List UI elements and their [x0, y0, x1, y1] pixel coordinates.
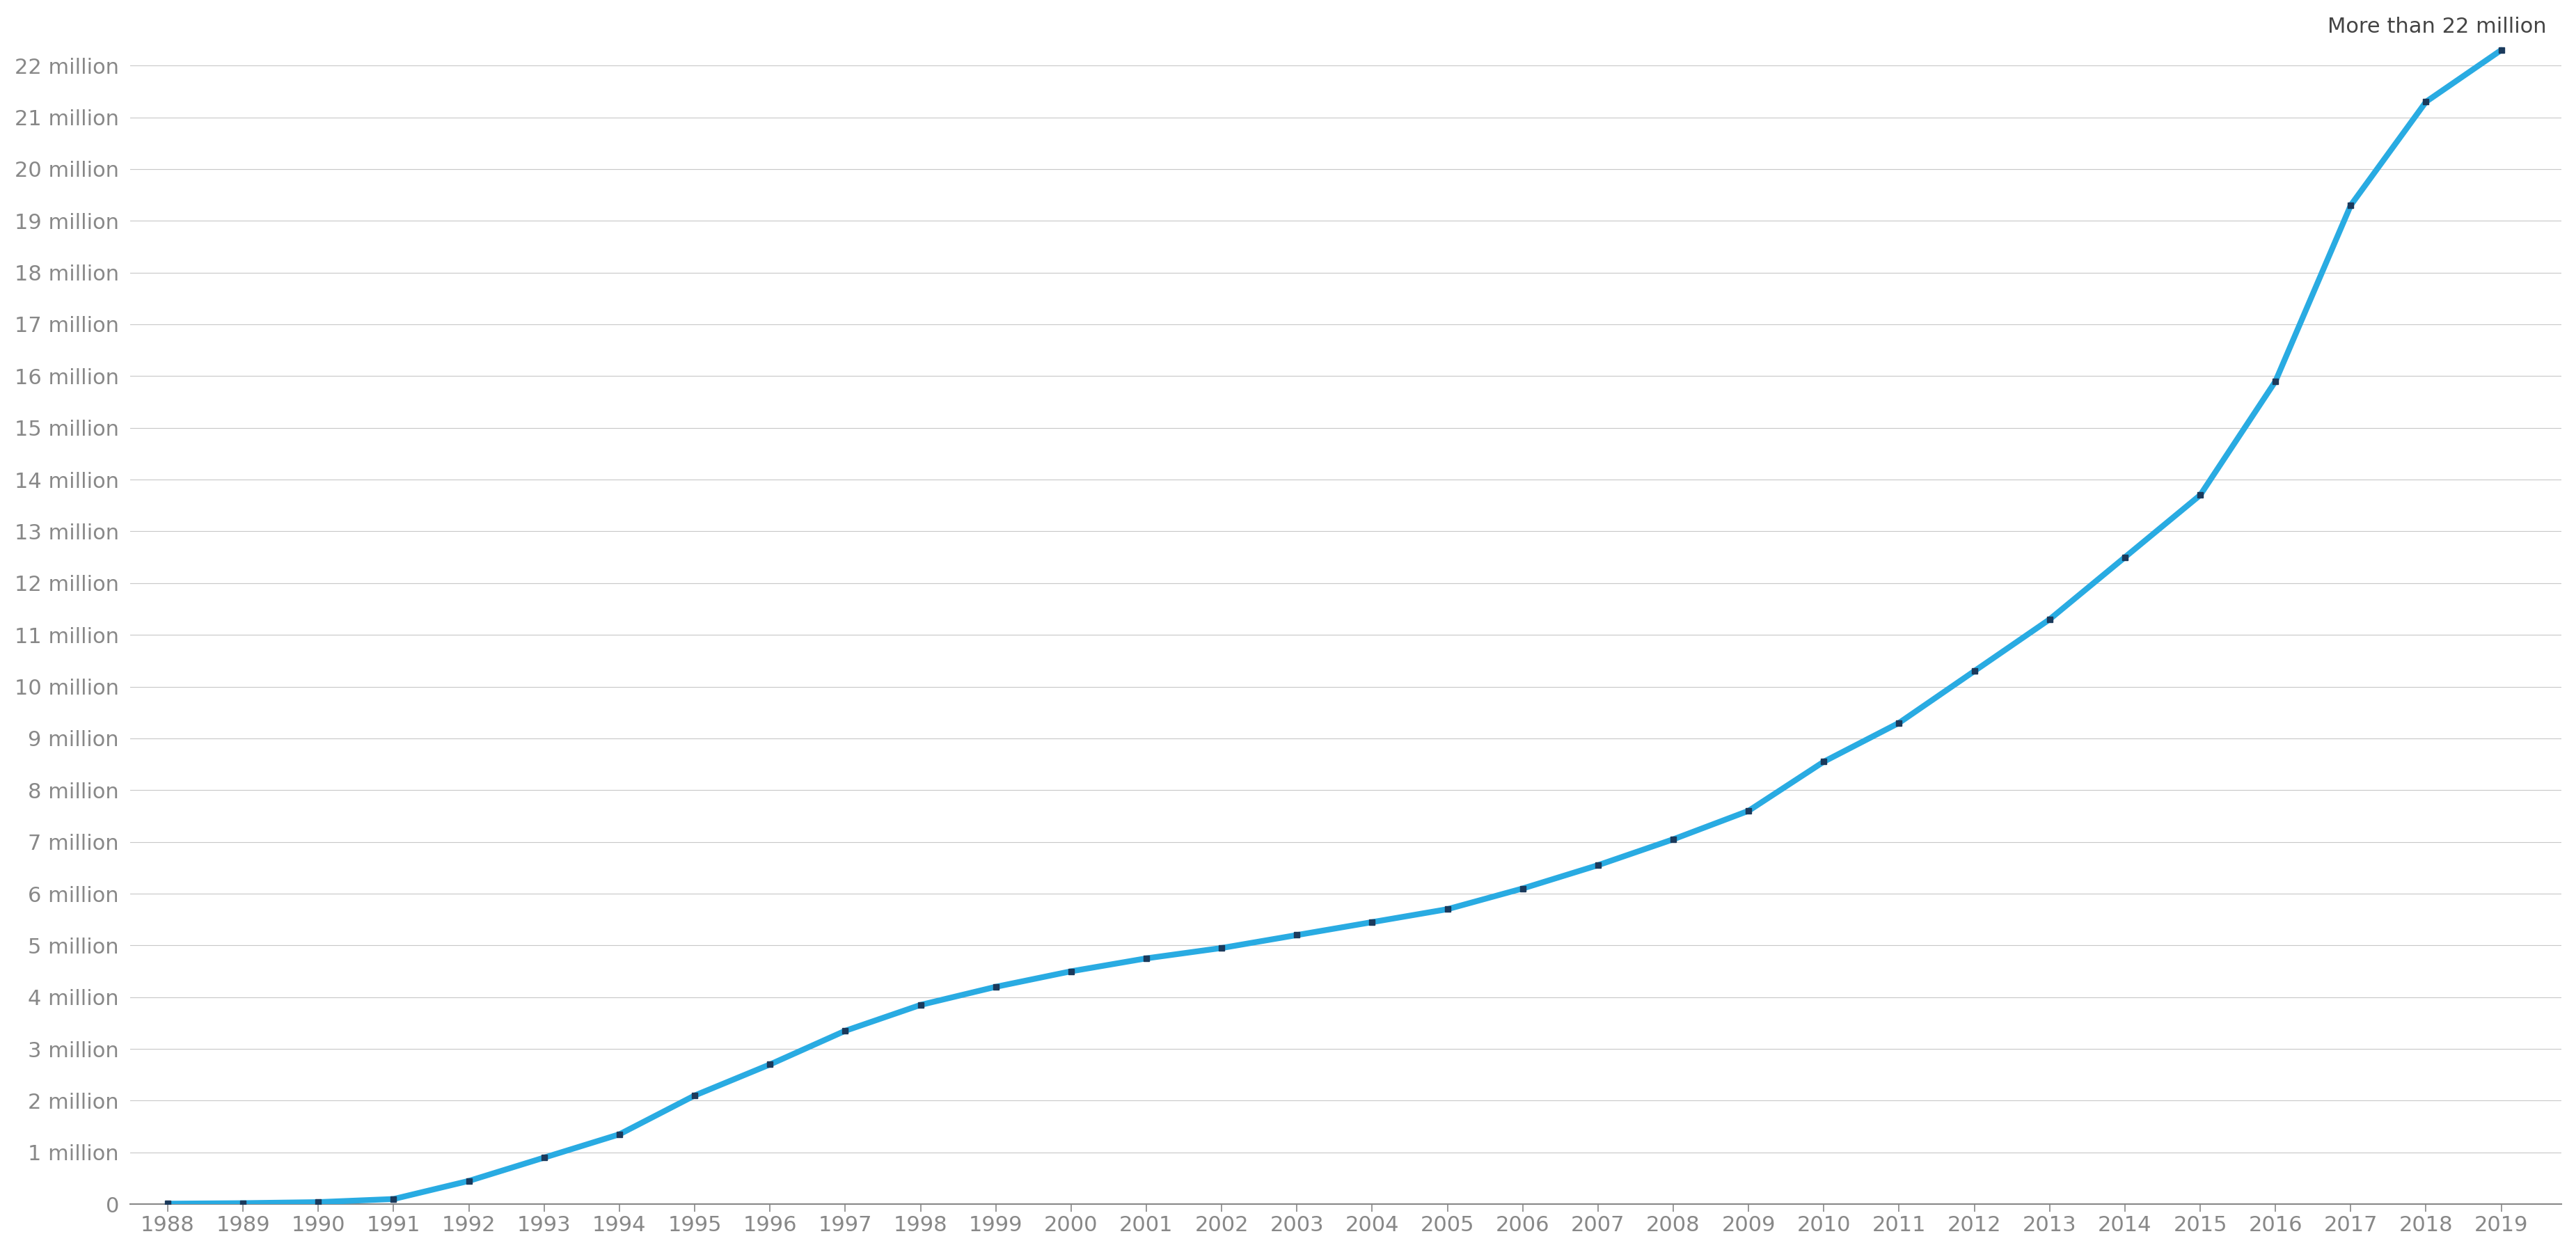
Text: More than 22 million: More than 22 million — [2329, 18, 2548, 38]
